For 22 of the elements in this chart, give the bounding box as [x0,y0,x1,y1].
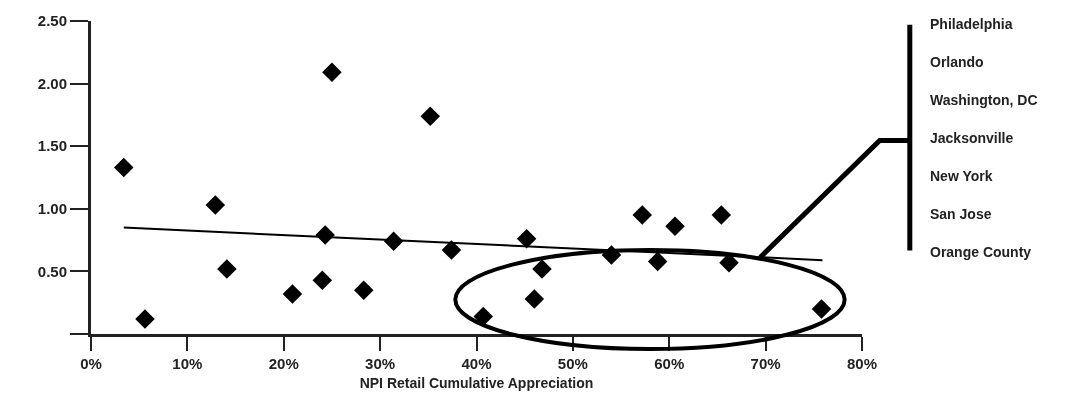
text: Orange County [930,244,1032,260]
x-tick-label: 0% [80,355,102,372]
x-axis-title: NPI Retail Cumulative Appreciation [359,375,594,392]
x-tick-label: 50% [557,355,588,372]
y-tick-label: 2.50 [37,12,67,30]
text: Washington, DC [930,92,1038,108]
y-tick-label: 0.50 [37,262,67,280]
text: San Jose [930,206,992,222]
y-tick-label: 1.00 [37,200,67,218]
text: Jacksonville [930,130,1014,146]
x-tick-label: 40% [461,355,492,372]
x-tick-label: 10% [172,355,203,372]
x-tick-label: 30% [365,355,396,372]
x-tick-label: 20% [268,355,299,372]
x-tick-label: 70% [750,355,781,372]
text: New York [930,168,993,184]
x-tick-label: 80% [846,355,878,372]
x-tick-label: 60% [654,355,685,372]
y-tick-label: 1.50 [37,137,67,155]
y-tick-label: 2.00 [37,74,67,92]
text: Orlando [930,54,984,70]
text: Philadelphia [930,16,1013,32]
